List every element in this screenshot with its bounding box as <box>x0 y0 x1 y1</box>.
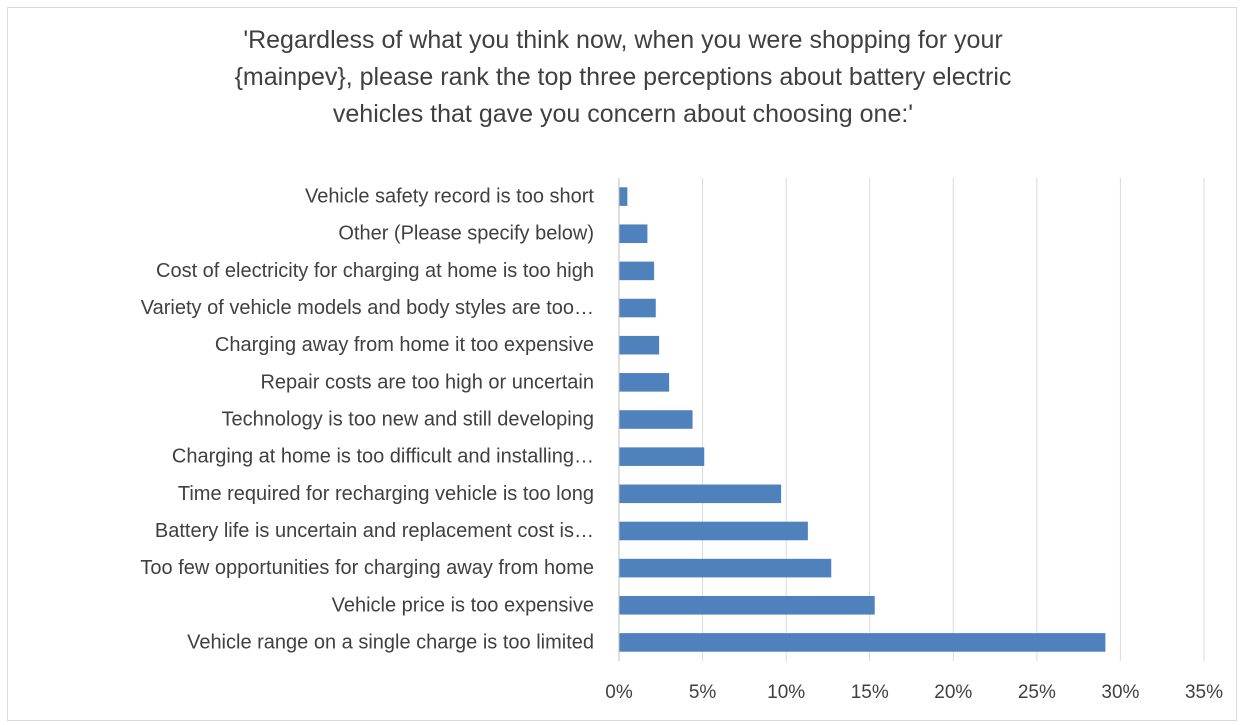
chart-title-line-2: {mainpev}, please rank the top three per… <box>234 63 1012 91</box>
category-label: Variety of vehicle models and body style… <box>141 297 594 319</box>
bar <box>619 484 782 504</box>
bar <box>619 298 656 318</box>
category-label: Battery life is uncertain and replacemen… <box>155 520 594 542</box>
bar <box>619 261 655 281</box>
bar <box>619 447 705 466</box>
category-label: Other (Please specify below) <box>338 223 594 245</box>
chart-title-line-3: vehicles that gave you concern about cho… <box>332 100 914 128</box>
x-tick-label: 30% <box>1101 682 1139 703</box>
category-label: Technology is too new and still developi… <box>222 409 594 431</box>
category-label: Too few opportunities for charging away … <box>140 557 594 579</box>
category-label: Vehicle range on a single charge is too … <box>187 631 594 653</box>
x-tick-label: 20% <box>934 682 972 703</box>
bar <box>619 335 660 355</box>
bar <box>619 521 808 541</box>
bar <box>619 373 670 392</box>
bar <box>619 558 832 578</box>
bar <box>619 224 648 244</box>
bar <box>619 595 875 615</box>
category-label: Vehicle safety record is too short <box>305 186 594 208</box>
bar <box>619 633 1106 652</box>
x-tick-label: 10% <box>767 682 805 703</box>
x-tick-label: 25% <box>1018 682 1056 703</box>
category-label: Repair costs are too high or uncertain <box>260 371 594 393</box>
x-tick-label: 0% <box>605 682 633 703</box>
category-label: Charging away from home it too expensive <box>215 334 594 356</box>
x-tick-label: 15% <box>851 682 889 703</box>
chart-title: 'Regardless of what you think now, when … <box>0 22 1246 133</box>
category-label: Time required for recharging vehicle is … <box>178 483 594 505</box>
category-label: Vehicle price is too expensive <box>332 594 594 616</box>
x-tick-label: 5% <box>689 682 717 703</box>
x-tick-label: 35% <box>1185 682 1223 703</box>
bar <box>619 410 693 429</box>
bar <box>619 187 628 206</box>
category-label: Cost of electricity for charging at home… <box>156 260 594 282</box>
chart-title-line-1: 'Regardless of what you think now, when … <box>243 26 1003 54</box>
category-label: Charging at home is too difficult and in… <box>172 446 594 468</box>
